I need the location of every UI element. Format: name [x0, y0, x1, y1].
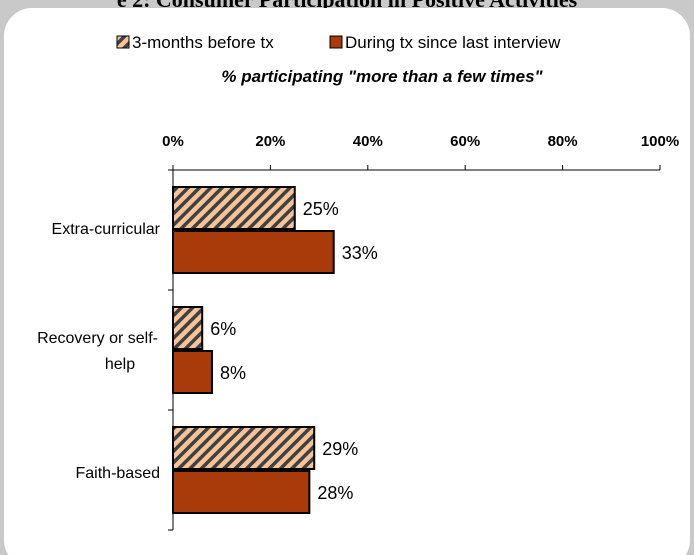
bar-3-months-1: [172, 306, 204, 350]
category-label-recovery-line-1: Recovery or self-: [37, 330, 158, 347]
chart-subtitle: % participating "more than a few times": [221, 67, 543, 86]
data-label-3-months-0: 25%: [303, 199, 339, 219]
legend-swatch-during-tx: [329, 35, 343, 49]
data-label-3-months-2: 29%: [322, 439, 358, 459]
x-tick-label: 40%: [353, 133, 383, 150]
bar-3-months-2: [172, 426, 316, 470]
x-tick-label: 0%: [162, 133, 184, 150]
data-label-during-tx-1: 8%: [220, 363, 246, 383]
legend: 3-months before tx During tx since last …: [116, 33, 561, 52]
x-tick-label: 20%: [255, 133, 285, 150]
category-label-extra-curricular: Extra-curricular: [52, 221, 161, 238]
bars: 25% 33% 6% 8% 29% 28%: [172, 186, 378, 514]
x-tick-label: 100%: [641, 133, 679, 150]
bar-during-tx-2: [172, 470, 311, 514]
x-tick-label: 60%: [450, 133, 480, 150]
category-label-recovery-line-2: help: [105, 356, 135, 373]
x-axis: 0% 20% 40% 60% 80% 100%: [162, 133, 679, 171]
bar-during-tx-1: [172, 350, 213, 394]
x-tick-label: 80%: [548, 133, 578, 150]
legend-label-3-months: 3-months before tx: [132, 33, 274, 52]
data-label-during-tx-0: 33%: [342, 243, 378, 263]
chart-card: [4, 8, 690, 555]
legend-label-during-tx: During tx since last interview: [345, 33, 561, 52]
bar-3-months-0: [172, 186, 296, 230]
data-label-3-months-1: 6%: [210, 319, 236, 339]
category-label-faith-based: Faith-based: [76, 465, 161, 482]
bar-during-tx-0: [172, 230, 335, 274]
legend-swatch-3-months: [116, 35, 130, 49]
data-label-during-tx-2: 28%: [317, 483, 353, 503]
